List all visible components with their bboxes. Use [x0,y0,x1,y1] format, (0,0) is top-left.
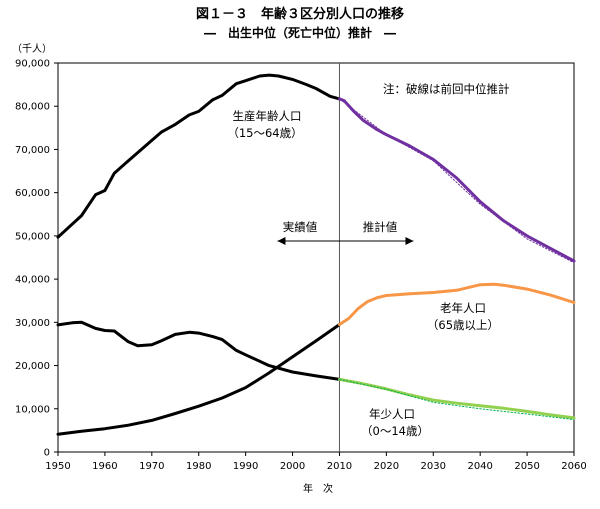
x-tick-label: 1950 [45,461,70,472]
child-label-line1: 年少人口 [369,407,415,421]
y-tick-label: 10,000 [15,404,50,415]
x-tick-label: 1970 [139,461,164,472]
y-axis-unit-label: （千人） [12,43,52,55]
y-tick-label: 70,000 [15,145,50,156]
arrow-right-label: 推計値 [363,220,398,234]
y-tick-label: 60,000 [15,188,50,199]
chart-title: 図１－３ 年齢３区分別人口の推移 [196,6,404,22]
y-tick-label: 20,000 [15,361,50,372]
arrow-left-label: 実績値 [283,220,318,234]
series-line [56,323,341,436]
x-tick-label: 2000 [280,461,305,472]
child-label-line2: （0～14歳） [361,424,429,438]
series-line [338,282,576,326]
working-age-label-line1: 生産年齢人口 [233,109,302,123]
y-tick-label: 0 [44,448,50,459]
y-tick-label: 40,000 [15,275,50,286]
chart-subtitle: ― 出生中位（死亡中位）推計 ― [204,25,396,40]
x-tick-label: 2010 [327,461,352,472]
plot-frame [57,62,575,453]
previous-projection-line [339,98,575,264]
y-tick-label: 30,000 [15,318,50,329]
series-line [338,97,576,263]
elderly-label-line1: 老年人口 [440,301,486,315]
x-tick-label: 1960 [92,461,117,472]
y-tick-label: 80,000 [15,102,50,113]
plot-area: 0 10,000 20,000 30,000 40,000 50,000 60,000 70,… [15,59,587,473]
arrow-left-head [277,237,286,245]
x-tick-label: 2030 [421,461,446,472]
elderly-label-line2: （65歳以上） [427,318,499,332]
x-tick-label: 2040 [467,461,492,472]
x-tick-label: 1980 [186,461,211,472]
previous-projection-line [339,378,575,421]
chart-note: 注：破線は前回中位推計 [383,82,510,96]
working-age-label-line2: （15～64歳） [227,126,302,140]
series-line [56,73,341,239]
x-tick-label: 1990 [233,461,258,472]
arrow-right-head [405,237,414,245]
x-tick-label: 2050 [514,461,539,472]
y-tick-label: 50,000 [15,231,50,242]
x-axis-label: 年 次 [303,482,333,495]
x-tick-label: 2020 [374,461,399,472]
series-line [56,320,341,381]
y-tick-label: 90,000 [15,59,50,70]
x-tick-label: 2060 [561,461,586,472]
